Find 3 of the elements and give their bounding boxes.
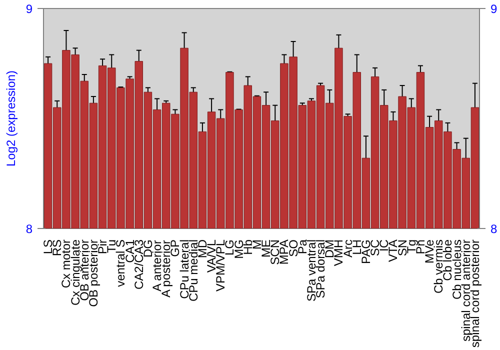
y2-tick-label: 8: [490, 222, 498, 236]
y-axis-title: Log2 (expression): [4, 70, 18, 167]
y2-tick-label: 9: [490, 2, 498, 16]
